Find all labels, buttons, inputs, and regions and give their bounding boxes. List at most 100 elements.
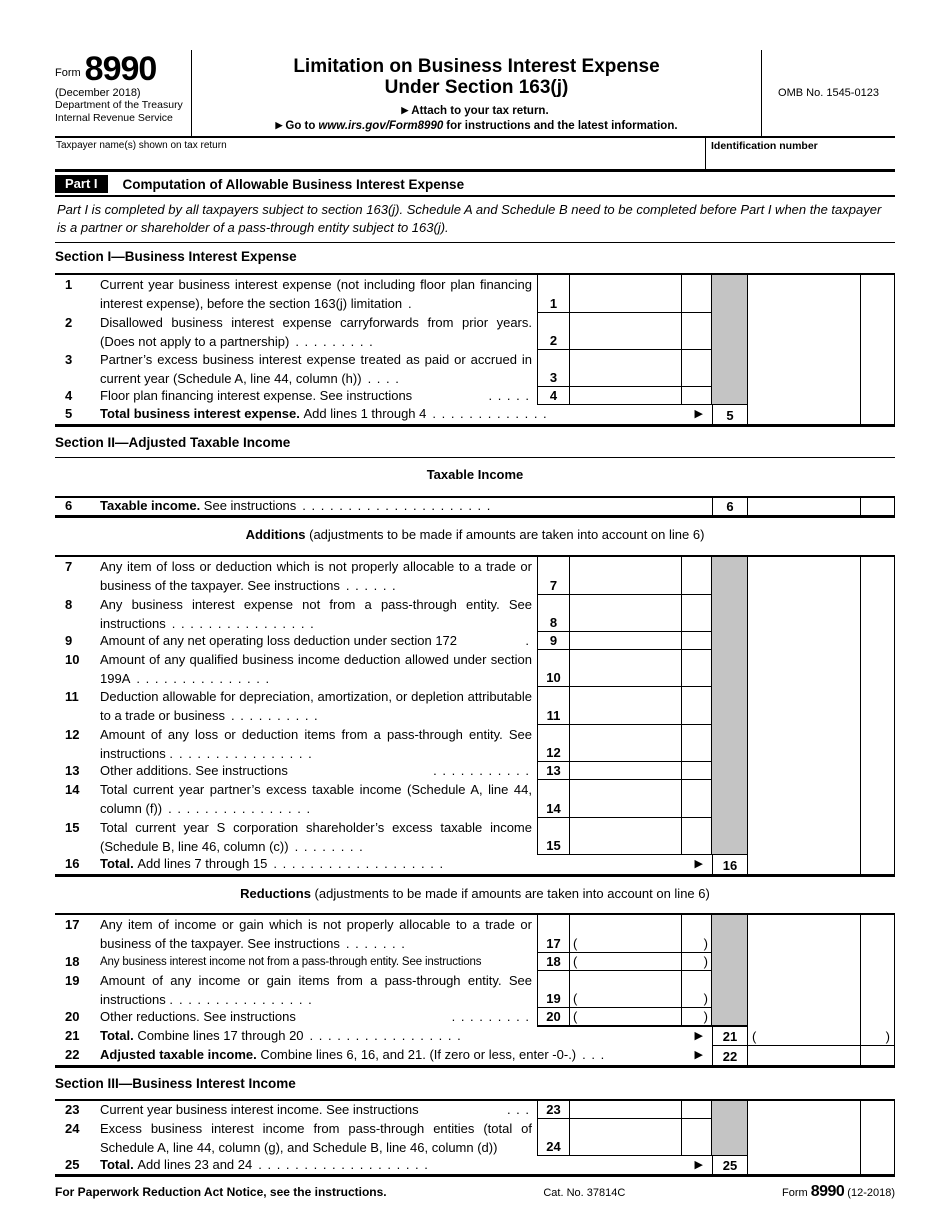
line24-cents-field[interactable] xyxy=(682,1119,712,1156)
line3-text: Partner’s excess business interest expen… xyxy=(100,352,532,386)
line24-amount-field[interactable] xyxy=(570,1119,682,1156)
line6-table: 6 Taxable income. See instructions. . . … xyxy=(55,496,895,518)
line8-cents-field[interactable] xyxy=(682,595,712,632)
line20-amount-field[interactable]: ( xyxy=(570,1008,682,1027)
line5-cents-area[interactable] xyxy=(861,275,895,424)
line13-cents-field[interactable] xyxy=(682,762,712,780)
line18-number-box: 18 xyxy=(537,953,570,971)
line10-amount-field[interactable] xyxy=(570,650,682,687)
line18-cents-field[interactable]: ) xyxy=(682,953,712,971)
line22-amount-field[interactable] xyxy=(748,1046,861,1065)
line3-cents-field[interactable] xyxy=(682,350,712,387)
line17-amount-field[interactable]: ( xyxy=(570,915,682,953)
line12-cents-field[interactable] xyxy=(682,725,712,762)
attach-note: ▶ Attach to your tax return. xyxy=(200,105,753,117)
line9-cents-field[interactable] xyxy=(682,632,712,650)
line16-cents-area[interactable] xyxy=(861,557,895,874)
line21-amount-area[interactable]: ( xyxy=(748,915,861,1046)
line11-cents-field[interactable] xyxy=(682,687,712,725)
dot-leader: . . . . . . . . . . . . . . . xyxy=(178,745,313,761)
footer-form-revision: (12-2018) xyxy=(847,1187,895,1199)
line4-cents-field[interactable] xyxy=(682,387,712,405)
line25-cents-area[interactable] xyxy=(861,1101,895,1174)
line8-number-box: 8 xyxy=(537,595,570,632)
arrow-icon: ▶ xyxy=(694,1030,703,1043)
footer-form-number: 8990 xyxy=(810,1183,845,1200)
open-paren: ( xyxy=(752,1029,757,1044)
line25-amount-area[interactable] xyxy=(748,1101,861,1174)
line16-number-box: 16 xyxy=(712,855,748,874)
line4-text: Floor plan financing interest expense. S… xyxy=(100,387,413,403)
line10-number: 10 xyxy=(65,652,80,667)
taxable-income-label: Taxable Income xyxy=(426,467,524,482)
line2-number: 2 xyxy=(65,315,73,330)
shaded-cell xyxy=(712,275,748,405)
line16-amount-area[interactable] xyxy=(748,557,861,874)
line12-amount-field[interactable] xyxy=(570,725,682,762)
line11-amount-field[interactable] xyxy=(570,687,682,725)
line23-amount-field[interactable] xyxy=(570,1101,682,1119)
taxpayer-name-field[interactable]: Taxpayer name(s) shown on tax return xyxy=(55,138,705,169)
line9-amount-field[interactable] xyxy=(570,632,682,650)
form-revision: (December 2018) xyxy=(55,87,141,99)
line17-cents-field[interactable]: ) xyxy=(682,915,712,953)
line14-cents-field[interactable] xyxy=(682,780,712,818)
line14-amount-field[interactable] xyxy=(570,780,682,818)
identification-number-field[interactable]: Identification number xyxy=(705,138,895,169)
line2-text: Disallowed business interest expense car… xyxy=(100,315,532,349)
line7-label: 7 Any item of loss or deduction which is … xyxy=(55,557,537,595)
line19-amount-field[interactable]: ( xyxy=(570,971,682,1008)
line5-text: Total business interest expense. Add lin… xyxy=(100,406,548,422)
line15-number: 15 xyxy=(65,820,80,835)
line23-label: 23 Current year business interest income.… xyxy=(55,1101,537,1119)
line13-amount-field[interactable] xyxy=(570,762,682,780)
line7-amount-field[interactable] xyxy=(570,557,682,595)
line2-amount-field[interactable] xyxy=(570,313,682,350)
dot-leader: . xyxy=(525,632,530,648)
line19-number-box: 19 xyxy=(537,971,570,1008)
line21-number-box: 21 xyxy=(712,1027,748,1046)
line4-number: 4 xyxy=(65,387,73,403)
goto-url: www.irs.gov/Form8990 xyxy=(318,120,444,132)
section3-table: 23 Current year business interest income.… xyxy=(55,1099,895,1177)
line2-label: 2 Disallowed business interest expense ca… xyxy=(55,313,537,350)
line1-cents-field[interactable] xyxy=(682,275,712,313)
dot-leader: . . . . xyxy=(367,370,400,386)
line8-amount-field[interactable] xyxy=(570,595,682,632)
shaded-cell xyxy=(712,557,748,855)
line5-amount-area[interactable] xyxy=(748,275,861,424)
line6-amount-field[interactable] xyxy=(748,498,861,515)
line6-cents-field[interactable] xyxy=(861,498,895,515)
close-paren: ) xyxy=(703,991,708,1006)
line2-cents-field[interactable] xyxy=(682,313,712,350)
line18-amount-field[interactable]: ( xyxy=(570,953,682,971)
dot-leader: . . . xyxy=(506,1101,530,1117)
form-word: Form xyxy=(55,67,81,79)
section3-heading: Section III—Business Interest Income xyxy=(55,1076,296,1091)
line1-amount-field[interactable] xyxy=(570,275,682,313)
line22-cents-field[interactable] xyxy=(861,1046,895,1065)
line3-amount-field[interactable] xyxy=(570,350,682,387)
taxable-income-subhead: Taxable Income xyxy=(55,467,895,482)
line10-text: Amount of any qualified business income … xyxy=(100,652,532,686)
line15-amount-field[interactable] xyxy=(570,818,682,855)
section1-heading: Section I—Business Interest Expense xyxy=(55,249,297,264)
dot-leader: . . . . . . . . . . . . . . . . . . . . … xyxy=(302,498,492,514)
dot-leader: . . . . . . xyxy=(345,577,397,593)
line10-label: 10 Amount of any qualified business incom… xyxy=(55,650,537,687)
line1-number: 1 xyxy=(65,277,73,292)
line23-number: 23 xyxy=(65,1101,80,1117)
line10-cents-field[interactable] xyxy=(682,650,712,687)
line15-cents-field[interactable] xyxy=(682,818,712,855)
taxpayer-row: Taxpayer name(s) shown on tax return Ide… xyxy=(55,138,895,172)
line20-cents-field[interactable]: ) xyxy=(682,1008,712,1027)
line7-cents-field[interactable] xyxy=(682,557,712,595)
line23-cents-field[interactable] xyxy=(682,1101,712,1119)
line7-number-box: 7 xyxy=(537,557,570,595)
line19-cents-field[interactable]: ) xyxy=(682,971,712,1008)
line24-number-box: 24 xyxy=(537,1119,570,1156)
line9-label: 9 Amount of any net operating loss deduct… xyxy=(55,632,537,650)
line21-cents-area[interactable]: ) xyxy=(861,915,895,1046)
close-paren: ) xyxy=(885,1029,890,1044)
line4-amount-field[interactable] xyxy=(570,387,682,405)
